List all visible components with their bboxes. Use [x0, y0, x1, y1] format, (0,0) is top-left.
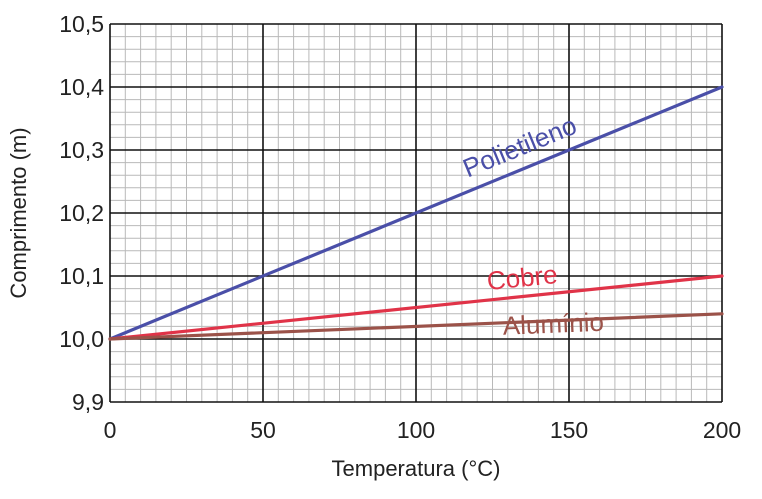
x-tick-labels: 0 50 100 150 200: [104, 417, 742, 443]
series-lines: [108, 85, 724, 341]
y-tick-label: 10,1: [59, 263, 104, 289]
y-tick-label: 9,9: [72, 389, 104, 415]
y-tick-label: 10,3: [59, 137, 104, 163]
series-label-aluminio: Alumínio: [502, 307, 604, 341]
x-tick-label: 150: [550, 417, 588, 443]
y-tick-label: 10,2: [59, 200, 104, 226]
y-tick-labels: 9,9 10,0 10,1 10,2 10,3 10,4 10,5: [59, 11, 104, 415]
y-tick-label: 10,5: [59, 11, 104, 37]
x-tick-label: 50: [250, 417, 276, 443]
y-tick-label: 10,4: [59, 74, 104, 100]
series-label-cobre: Cobre: [485, 259, 559, 296]
y-axis-label: Comprimento (m): [6, 127, 31, 298]
x-tick-label: 100: [397, 417, 435, 443]
series-line-aluminio: [108, 312, 724, 341]
y-tick-label: 10,0: [59, 326, 104, 352]
series-line-cobre: [108, 274, 724, 341]
series-line-polietileno: [108, 85, 724, 341]
x-tick-label: 200: [703, 417, 741, 443]
x-tick-label: 0: [104, 417, 117, 443]
x-axis-label: Temperatura (°C): [332, 456, 501, 481]
